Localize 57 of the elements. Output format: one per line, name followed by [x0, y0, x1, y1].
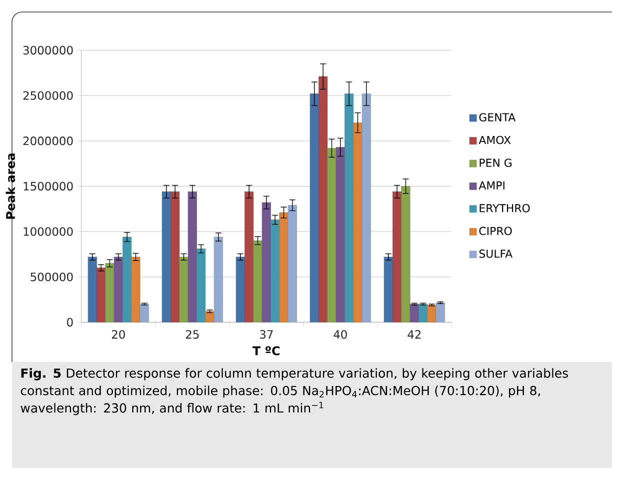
bar	[353, 122, 362, 322]
bar	[96, 268, 106, 322]
x-tick-label: 42	[408, 330, 421, 339]
y-tick-label: 3000000	[23, 46, 73, 55]
y-tick-label: 500000	[30, 272, 73, 282]
bar	[318, 76, 328, 322]
bar	[327, 148, 336, 322]
bar	[279, 212, 288, 322]
bar	[288, 205, 297, 322]
text: Fig. 5 Detector response for column temperature variation, by keeping other variables constant and optimized, mobile phase: 0.05 Na$_{2}$HPO$_{4}$:ACN:MeOH (70:10:20), pH 8, wavelength: 230 nm, and flow rate: 1 mL min$^{−1}$	[20, 368, 568, 416]
x-tick-label: 40	[334, 330, 347, 339]
bar	[436, 302, 445, 322]
x-tick-label: 25	[186, 330, 199, 339]
legend-label: GENTA	[479, 113, 516, 122]
x-tick-label: 20	[112, 330, 125, 339]
bar	[131, 256, 140, 322]
bar	[262, 202, 271, 322]
y-tick-label: 2000000	[23, 136, 73, 146]
bar	[170, 192, 180, 322]
bar	[162, 192, 171, 322]
bar	[344, 94, 354, 322]
bar	[244, 192, 254, 322]
bar	[253, 240, 262, 322]
bar	[401, 186, 410, 322]
bar	[270, 220, 280, 322]
x-tick-label: 37	[260, 330, 273, 339]
y-tick-label: 1500000	[24, 182, 73, 191]
bar	[410, 304, 419, 322]
bar	[114, 256, 123, 322]
y-tick-label: 2500000	[23, 91, 73, 100]
bar	[105, 263, 114, 322]
bar	[384, 256, 393, 322]
y-axis-title: Peak area	[6, 154, 16, 219]
y-tick-label: 1000000	[24, 227, 73, 236]
bar	[122, 236, 132, 322]
bar	[196, 248, 206, 322]
y-tick-label: 0	[67, 318, 73, 327]
bar	[205, 311, 214, 322]
bar	[310, 94, 319, 322]
bar	[427, 304, 436, 322]
bar	[179, 256, 188, 322]
bar	[188, 192, 197, 322]
bar	[362, 94, 371, 322]
bar	[88, 256, 97, 322]
bar	[140, 304, 149, 322]
legend-label: ERYTHRO	[480, 204, 530, 212]
legend-label: PEN G	[480, 158, 512, 167]
bar	[418, 304, 428, 322]
bar	[214, 236, 223, 322]
bar	[336, 147, 345, 322]
x-axis-title: T ºC	[252, 346, 280, 356]
bar	[236, 256, 245, 322]
legend-label: SULFA	[479, 250, 512, 258]
bar	[392, 192, 402, 322]
legend-label: AMPI	[478, 181, 504, 190]
legend-label: CIPRO	[479, 226, 512, 236]
legend-label: AMOX	[478, 136, 511, 144]
